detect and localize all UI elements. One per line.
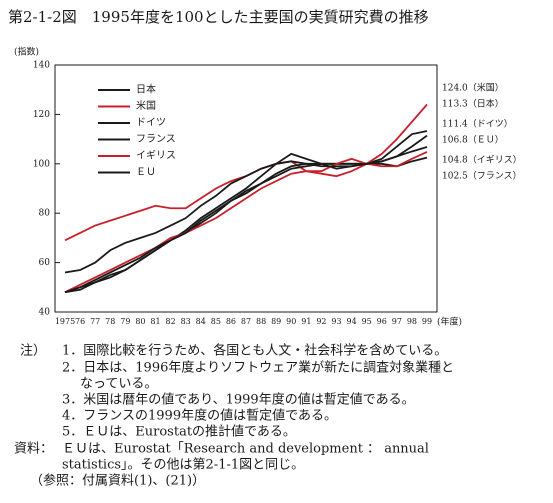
- x-tick-label: 84: [196, 317, 206, 326]
- note: 1．国際比較を行うため、各国とも人文・社会科学を含めている。: [62, 343, 447, 359]
- x-tick-label: 90: [286, 317, 296, 326]
- source-label: 資料：: [14, 442, 53, 457]
- legend-label: 米国: [136, 99, 156, 112]
- x-tick-label: 88: [256, 317, 266, 326]
- x-tick-label: 81: [150, 317, 160, 326]
- x-tick-label: 86: [226, 317, 236, 326]
- source: statistics」。その他は第2-1-1図と同じ。: [62, 458, 304, 473]
- annotation: 113.3（日本）: [442, 98, 504, 110]
- y-tick-label: 140: [33, 61, 50, 71]
- note: なっている。: [80, 377, 157, 392]
- x-tick-label: 82: [165, 317, 175, 326]
- x-tick-label: 76: [75, 317, 85, 326]
- x-tick-label: 83: [181, 317, 191, 326]
- note: 3．米国は暦年の値であり、1999年度の値は暫定値である。: [62, 392, 415, 408]
- x-tick-label: 1975: [55, 317, 75, 326]
- x-tick-label: 93: [331, 317, 341, 326]
- y-tick-label: 120: [33, 110, 50, 120]
- note: 2．日本は、1996年度よりソフトウェア業が新たに調査対象業種と: [62, 360, 454, 376]
- x-tick-label: 77: [90, 317, 100, 326]
- x-axis-label: (年度): [437, 316, 462, 328]
- source: ＥＵは、Eurostat「Research and development ： …: [62, 442, 429, 457]
- annotation: 111.4（ドイツ）: [442, 119, 513, 130]
- x-tick-label: 78: [105, 317, 115, 326]
- y-axis-label: (指数): [14, 46, 39, 58]
- x-tick-label: 91: [301, 317, 311, 326]
- annotation: 106.8（ＥＵ）: [442, 135, 504, 146]
- y-tick-label: 80: [39, 209, 51, 219]
- y-tick-label: 40: [39, 308, 51, 318]
- x-tick-label: 89: [271, 317, 281, 326]
- note: 4．フランスの1999年度の値は暫定値である。: [62, 408, 337, 424]
- y-tick-label: 100: [33, 159, 50, 169]
- x-tick-label: 98: [407, 317, 417, 326]
- annotation: 124.0（米国）: [442, 82, 504, 94]
- x-tick-label: 79: [120, 317, 130, 326]
- x-tick-label: 85: [211, 317, 221, 326]
- series-line: [64, 146, 428, 294]
- legend-box: [93, 82, 173, 184]
- x-tick-label: 96: [377, 317, 387, 326]
- legend-label: 日本: [136, 83, 156, 96]
- x-tick-label: 80: [135, 317, 145, 326]
- legend-label: ＥＵ: [136, 167, 156, 178]
- plot-frame: [54, 64, 438, 313]
- legend-label: フランス: [136, 133, 176, 145]
- reference: （参照：付属資料(1)、(21)）: [30, 473, 205, 489]
- y-tick-label: 60: [39, 258, 51, 268]
- x-tick-label: 97: [392, 317, 402, 326]
- x-tick-label: 95: [362, 317, 372, 326]
- legend-label: ドイツ: [136, 118, 166, 129]
- x-tick-label: 87: [241, 317, 251, 326]
- annotation: 102.5（フランス）: [442, 171, 522, 182]
- chart-title: 第2-1-2図 1995年度を100とした主要国の実質研究費の推移: [8, 8, 429, 26]
- note: 5．ＥＵは、Eurostatの推計値である。: [62, 424, 296, 440]
- x-tick-label: 99: [422, 317, 432, 326]
- x-tick-label: 92: [316, 317, 326, 326]
- notes-label: 注）: [20, 344, 46, 359]
- x-tick-label: 94: [346, 317, 356, 326]
- annotation: 104.8（イギリス）: [442, 155, 522, 166]
- legend-label: イギリス: [136, 150, 176, 162]
